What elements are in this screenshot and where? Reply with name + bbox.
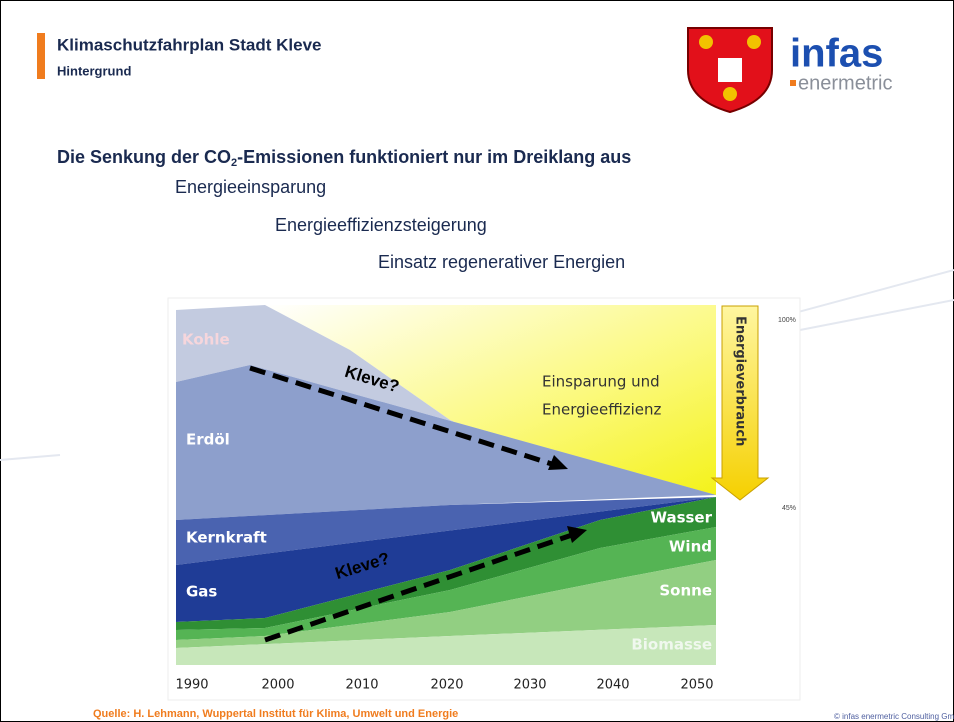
percent-label: 45% [782,505,796,512]
shield-logo [687,27,773,114]
heading-text: -Emissionen funktioniert nur im Dreiklan… [237,147,631,167]
year-label: 1990 [175,678,208,693]
logo-sub: enermetric [798,72,892,94]
year-label: 2050 [680,678,713,693]
title-bar [37,33,45,79]
subtitle: Hintergrund [57,63,131,78]
savings-label: Energieeffizienz [542,401,662,419]
heading: Die Senkung der CO2-Emissionen funktioni… [57,147,631,169]
year-label: 2040 [596,678,629,693]
area-label: Wind [669,538,712,556]
point: Energieeinsparung [175,177,326,197]
year-label: 2030 [513,678,546,693]
area-label: Gas [186,583,217,601]
area-label: Sonne [659,582,712,600]
area-label: Erdöl [186,431,230,449]
area-label: Wasser [650,509,712,527]
year-label: 2020 [430,678,463,693]
copyright: © infas enermetric Consulting GmbH [834,712,954,721]
figure [167,297,801,701]
point: Energieeffizienzsteigerung [275,215,487,235]
percent-label: 100% [778,317,796,324]
source: Quelle: H. Lehmann, Wuppertal Institut f… [93,708,458,720]
point: Einsatz regenerativer Energien [378,252,625,272]
year-label: 2010 [345,678,378,693]
savings-label: Einsparung und [542,373,660,391]
logo-brand: infas [790,32,883,76]
year-label: 2000 [261,678,294,693]
heading-subscript: 2 [231,157,237,169]
year-axis: 1990 2000 2010 2020 2030 2040 2050 [175,678,713,693]
area-label: Biomasse [631,636,712,654]
title: Klimaschutzfahrplan Stadt Kleve [57,35,322,54]
area-label: Kernkraft [186,529,267,547]
area-label: Kohle [182,331,230,349]
heading-text: Die Senkung der CO [57,147,231,167]
logo-dot [790,80,796,86]
consumption-label: Energieverbrauch [733,316,748,446]
